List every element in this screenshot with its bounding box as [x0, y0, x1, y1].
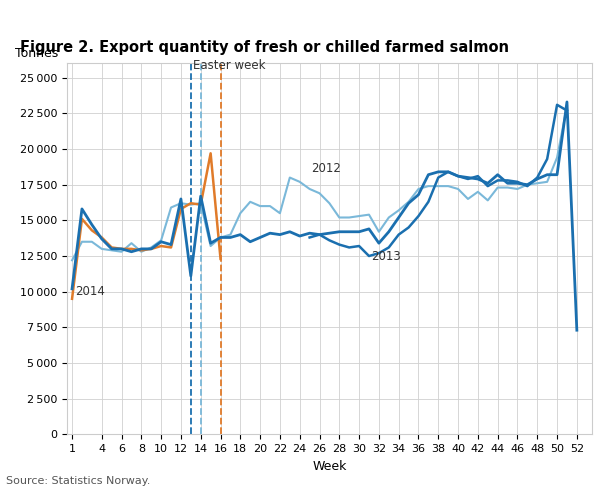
Text: Easter week: Easter week [193, 59, 265, 72]
Text: 2012: 2012 [312, 162, 342, 175]
Text: 2014: 2014 [75, 285, 105, 298]
Text: Source: Statistics Norway.: Source: Statistics Norway. [6, 476, 151, 486]
Text: Figure 2. Export quantity of fresh or chilled farmed salmon: Figure 2. Export quantity of fresh or ch… [20, 41, 509, 55]
Text: 2013: 2013 [371, 250, 401, 264]
Text: Tonnes: Tonnes [15, 47, 58, 60]
X-axis label: Week: Week [312, 460, 346, 472]
